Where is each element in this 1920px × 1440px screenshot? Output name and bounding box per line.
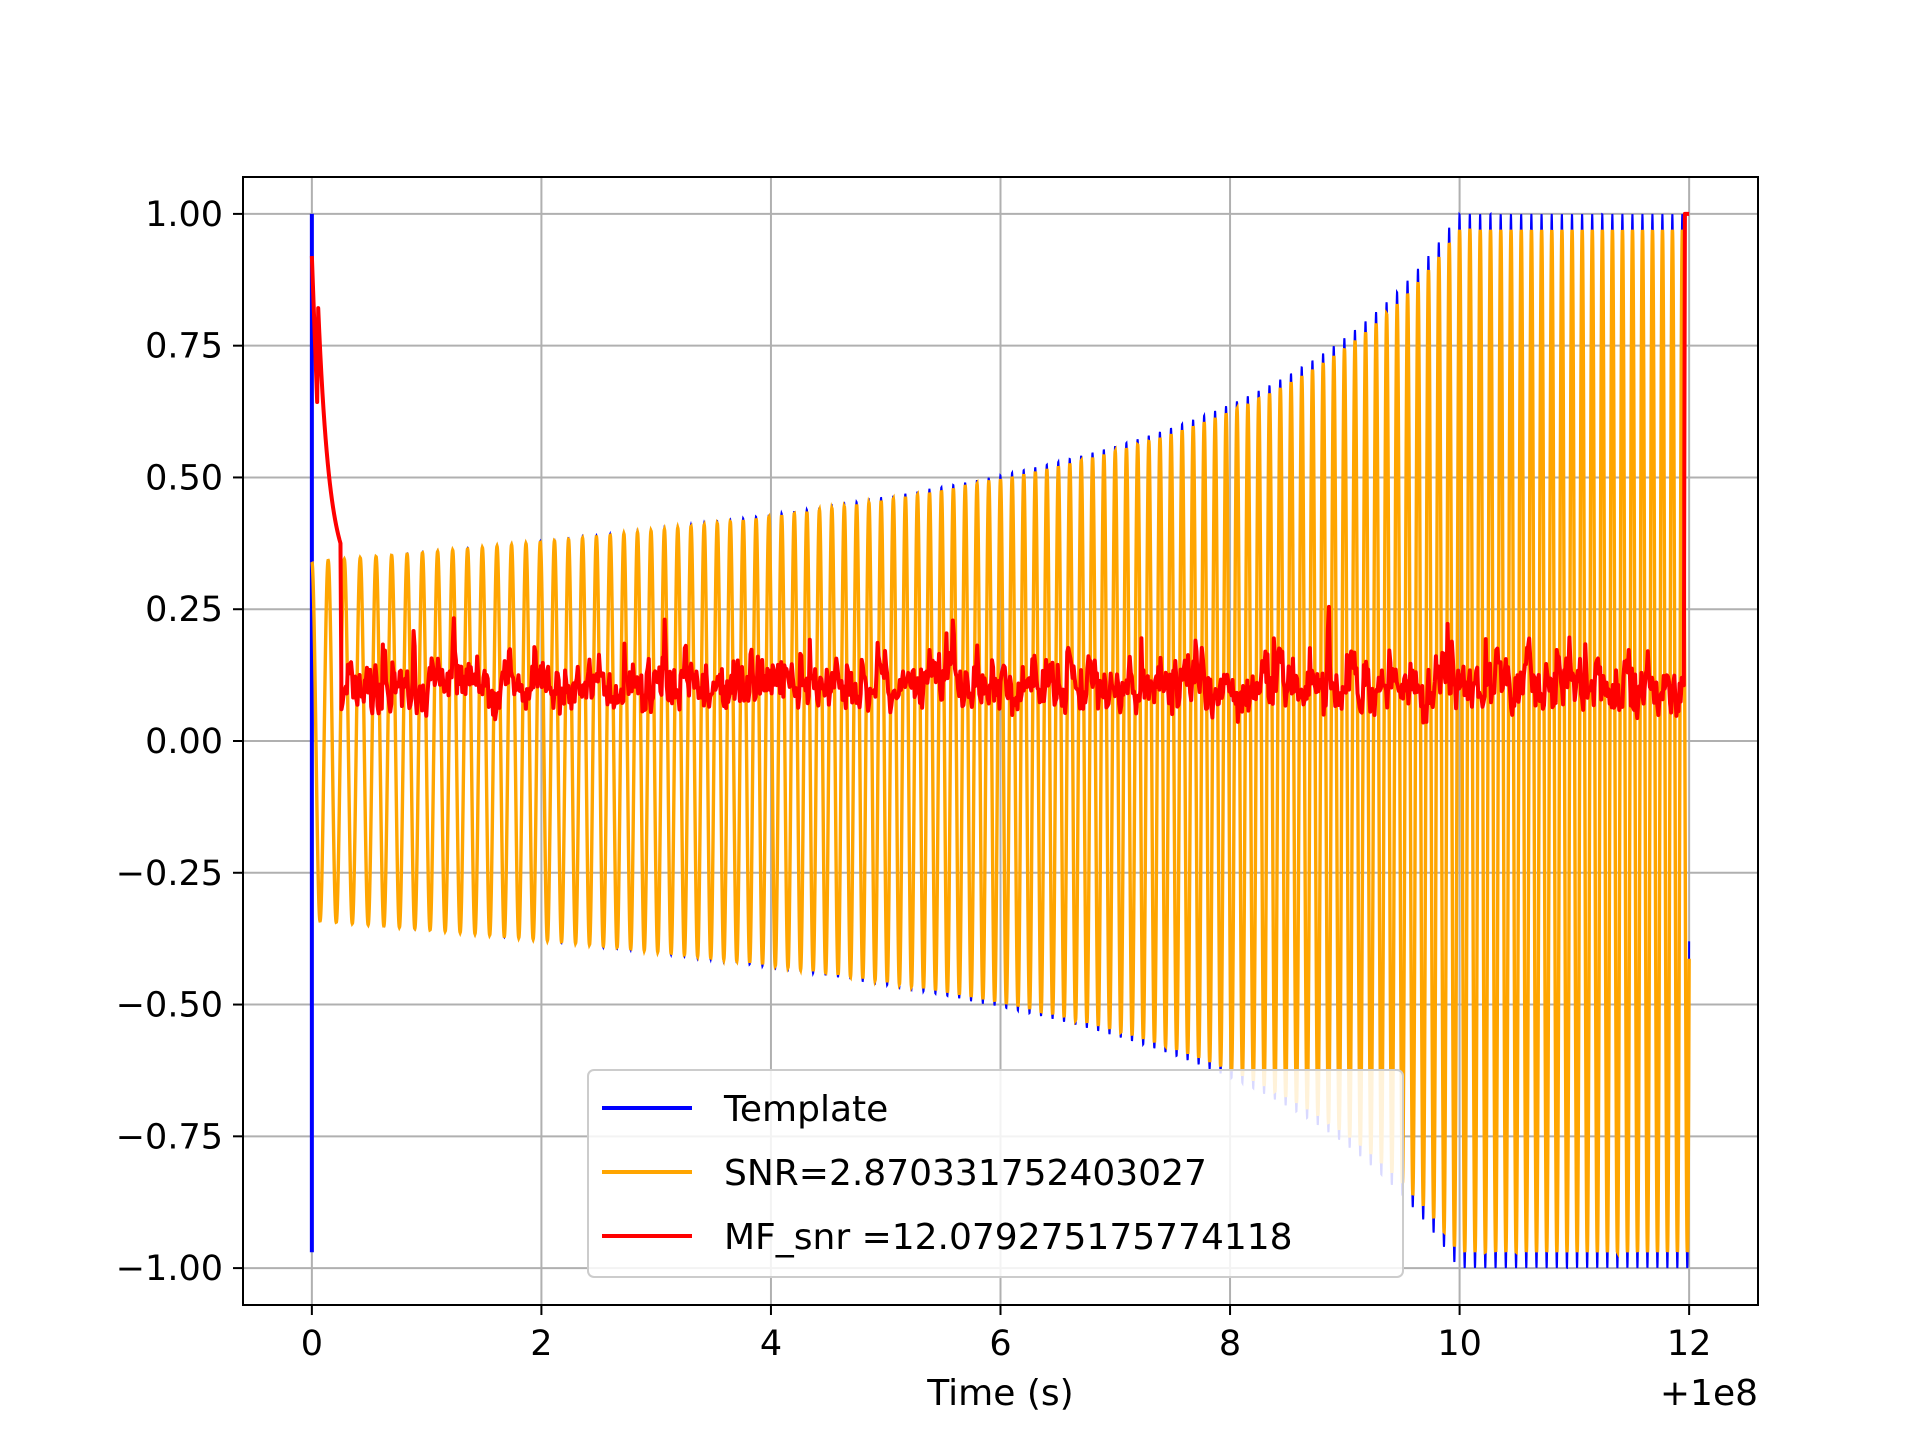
x-axis-offset-label: +1e8 — [1660, 1373, 1758, 1414]
x-tick-label: 6 — [989, 1324, 1011, 1364]
y-tick-label: 0.50 — [145, 458, 223, 498]
x-tick-label: 0 — [301, 1324, 323, 1364]
legend-label: Template — [723, 1089, 888, 1130]
legend-label: SNR=2.870331752403027 — [724, 1153, 1207, 1194]
legend: Template SNR=2.870331752403027 MF_snr =12.… — [587, 1069, 1404, 1278]
y-tick-label: −0.25 — [116, 854, 223, 894]
x-tick-label: 10 — [1437, 1324, 1482, 1364]
series-line-snr — [310, 228, 1691, 1259]
legend-box — [587, 1069, 1404, 1278]
y-tick-label: 0.00 — [145, 722, 223, 762]
y-tick-label: −1.00 — [116, 1249, 223, 1289]
x-tick-label: 12 — [1667, 1324, 1712, 1364]
series-line-mf-snr — [309, 211, 1691, 725]
x-tick-label: 4 — [760, 1324, 782, 1364]
series-layer — [309, 211, 1691, 1269]
y-tick-label: −0.75 — [116, 1117, 223, 1157]
y-tick-label: 1.00 — [145, 195, 223, 235]
ticks: 0 2 4 6 8 10 12 1.00 0.75 0.50 0.25 0.00 −0.25 −0.50 −… — [116, 195, 1712, 1364]
legend-label: MF_snr =12.079275175774118 — [724, 1217, 1293, 1258]
y-tick-label: 0.25 — [145, 590, 223, 630]
x-tick-label: 8 — [1219, 1324, 1241, 1364]
y-tick-label: 0.75 — [145, 327, 223, 367]
x-axis-label: Time (s) — [926, 1373, 1073, 1414]
x-tick-label: 2 — [530, 1324, 552, 1364]
y-tick-label: −0.50 — [116, 986, 223, 1026]
